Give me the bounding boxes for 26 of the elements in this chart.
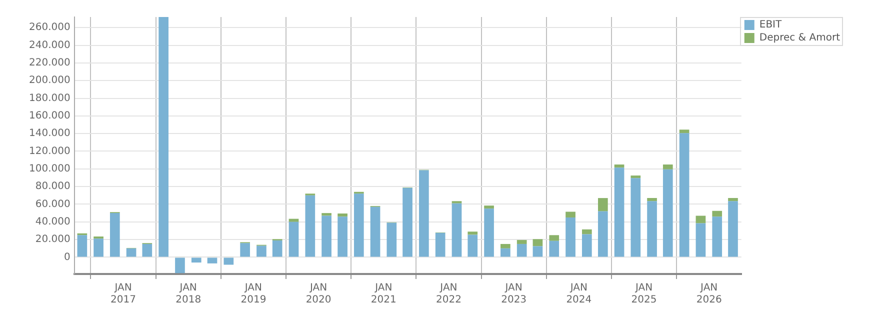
y-tick-label: 220.000 [28,58,70,69]
y-tick-label: 120.000 [28,146,70,157]
y-tick-label: 180.000 [28,92,70,104]
y-tick-label: 20.000 [35,234,70,246]
y-tick-label: 160.000 [28,110,70,122]
legend-label: EBIT [759,20,782,31]
y-tick-label: 140.000 [28,128,70,140]
y-tick-label: 260.000 [28,22,70,34]
y-tick-label: 40.000 [35,216,70,228]
x-tick-label: JAN 2024 [566,282,592,306]
y-tick-label: 100.000 [28,164,70,174]
x-tick-label: JAN 2022 [436,282,462,306]
y-tick-label: 0 [64,252,70,263]
y-tick-label: 60.000 [35,198,70,210]
x-tick-label: JAN 2020 [306,282,332,306]
x-tick-label: JAN 2026 [696,282,722,306]
x-tick-label: JAN 2019 [240,282,266,306]
y-tick-label: 80.000 [35,181,70,192]
x-tick-label: JAN 2017 [110,282,136,306]
x-tick-label: JAN 2018 [176,282,202,306]
x-tick-label: JAN 2021 [370,282,396,306]
y-tick-label: 240.000 [28,40,70,51]
x-tick-label: JAN 2023 [501,282,527,306]
legend-label: Deprec & Amort [759,32,840,44]
x-tick-label: JAN 2025 [631,282,657,306]
y-tick-label: 200.000 [28,75,70,86]
